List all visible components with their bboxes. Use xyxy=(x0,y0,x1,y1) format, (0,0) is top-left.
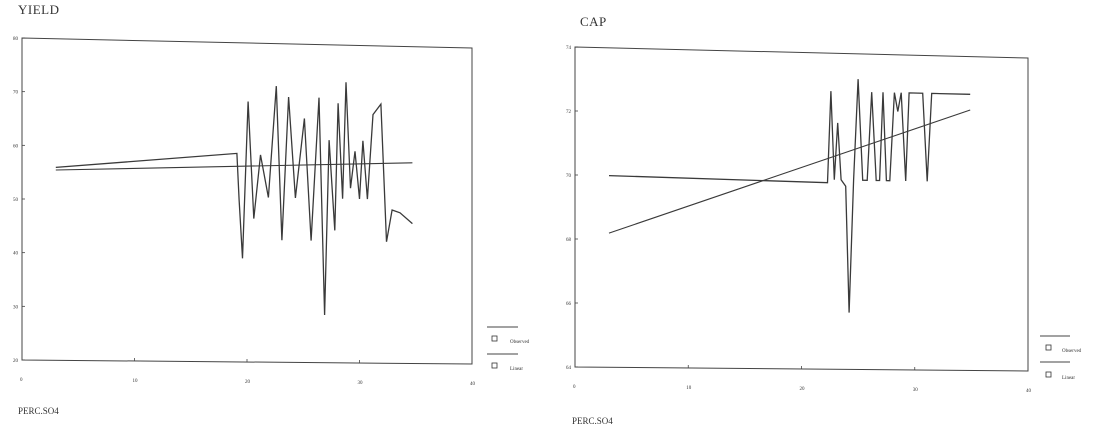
x-tick-label: 30 xyxy=(358,381,364,386)
x-tick-label: 20 xyxy=(800,387,806,392)
y-tick-label: 60 xyxy=(13,144,19,149)
legend-linear-label: Linear xyxy=(1062,376,1075,381)
y-tick-label: 30 xyxy=(13,305,19,310)
chart-title: YIELD xyxy=(18,2,60,17)
x-tick-label: 20 xyxy=(245,380,251,385)
series-linear-line xyxy=(608,109,971,234)
cap-chart: CAP PERC.SO4 64 66 68 70 72 74 0 10 20 30 40 Obser… xyxy=(566,14,1082,426)
y-tick-label: 72 xyxy=(566,110,572,115)
legend-observed-marker xyxy=(491,335,498,342)
y-tick-label: 70 xyxy=(13,91,19,96)
y-tick-label: 50 xyxy=(13,198,19,203)
legend-linear-marker xyxy=(491,362,498,369)
x-tick-label: 30 xyxy=(913,388,919,393)
yield-chart: YIELD PERC.SO4 20 30 40 50 60 70 80 0 10 20 30 40 O… xyxy=(13,2,530,416)
y-tick-label: 74 xyxy=(566,46,572,51)
y-tick-label: 66 xyxy=(566,302,572,307)
legend-linear-marker xyxy=(1045,371,1052,378)
legend-linear-label: Linear xyxy=(510,367,523,372)
x-tick-label: 40 xyxy=(1026,389,1032,394)
y-tick-label: 68 xyxy=(566,238,572,243)
x-tick-label: 0 xyxy=(20,378,23,383)
y-tick-label: 80 xyxy=(13,37,19,42)
y-tick-label: 40 xyxy=(13,252,19,257)
plot-frame xyxy=(574,46,1029,372)
plot-frame xyxy=(21,37,473,365)
series-linear-line xyxy=(55,162,413,171)
x-tick-label: 10 xyxy=(133,379,139,384)
y-tick-label: 70 xyxy=(566,174,572,179)
series-observed-line xyxy=(55,82,413,316)
y-tick-label: 64 xyxy=(566,366,572,371)
legend-observed-label: Observed xyxy=(510,340,530,345)
legend-observed-label: Observed xyxy=(1062,349,1082,354)
x-tick-label: 0 xyxy=(573,385,576,390)
x-axis-label: PERC.SO4 xyxy=(18,406,59,416)
y-tick-label: 20 xyxy=(13,359,19,364)
chart-title: CAP xyxy=(580,14,607,29)
x-tick-label: 40 xyxy=(470,382,476,387)
x-axis-label: PERC.SO4 xyxy=(572,416,613,426)
legend-observed-marker xyxy=(1045,344,1052,351)
x-tick-label: 10 xyxy=(686,386,692,391)
series-observed-line xyxy=(608,79,971,313)
